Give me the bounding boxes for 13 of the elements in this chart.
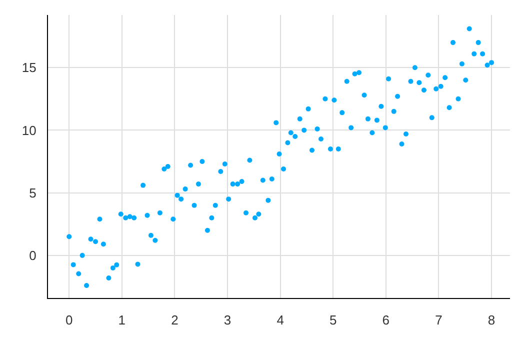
x-tick-label: 5 xyxy=(330,312,337,328)
y-tick-label: 0 xyxy=(29,248,36,263)
y-tick-label: 5 xyxy=(29,185,36,200)
x-tick-label: 8 xyxy=(488,312,496,328)
y-tick-label: 10 xyxy=(22,122,36,138)
x-tick-label: 1 xyxy=(118,312,126,328)
y-tick-label: 15 xyxy=(22,60,36,76)
x-tick-label: 0 xyxy=(66,312,73,328)
x-tick-label: 3 xyxy=(224,312,232,328)
x-tick-label: 6 xyxy=(382,312,390,328)
x-tick-label: 4 xyxy=(276,312,284,328)
x-tick-label: 7 xyxy=(435,312,442,328)
x-tick-label: 2 xyxy=(171,312,178,328)
